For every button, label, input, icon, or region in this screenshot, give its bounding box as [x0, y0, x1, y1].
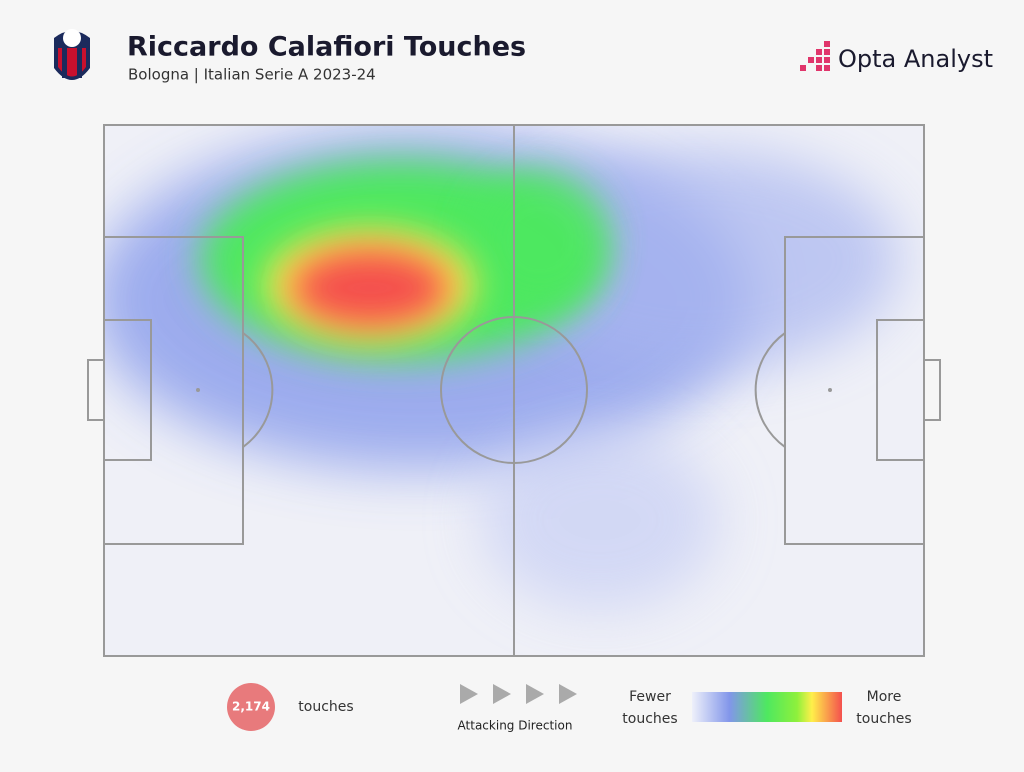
- subtitle: Bologna | Italian Serie A 2023-24: [128, 66, 376, 84]
- touches-label: touches: [298, 699, 353, 715]
- direction-arrows: [460, 684, 577, 704]
- title: Riccardo Calafiori Touches: [127, 32, 526, 63]
- legend-gradient: [692, 692, 842, 722]
- touches-count: 2,174: [232, 700, 270, 714]
- legend-high: touches: [856, 711, 911, 727]
- heatmap: [104, 130, 900, 610]
- direction-label: Attacking Direction: [458, 719, 573, 733]
- club-crest: [54, 29, 90, 80]
- brand: Opta Analyst: [838, 45, 993, 73]
- pitch-lines: [87, 124, 941, 657]
- legend-high: More: [867, 689, 902, 705]
- legend-low: Fewer: [629, 689, 671, 705]
- brand-icon: [800, 41, 830, 71]
- touches-badge: [227, 683, 275, 731]
- legend-low: touches: [622, 711, 677, 727]
